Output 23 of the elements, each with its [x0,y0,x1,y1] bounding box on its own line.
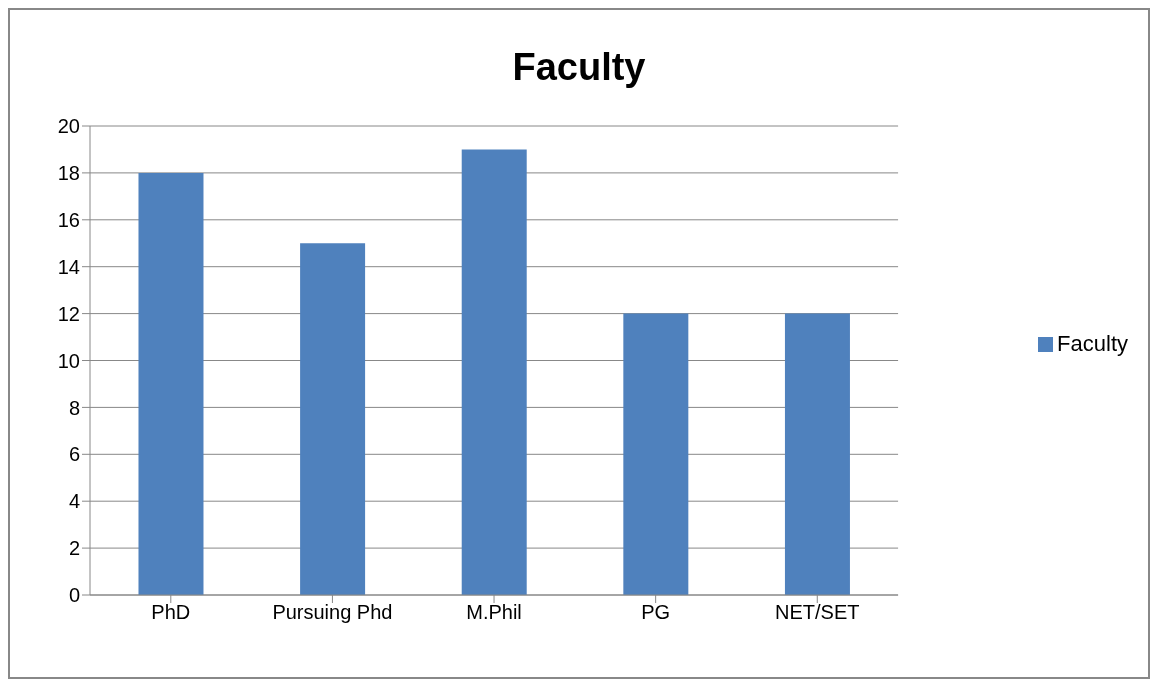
bar [461,149,527,595]
bar [300,243,366,595]
bar [623,313,689,595]
y-tick-label: 0 [68,584,80,607]
y-tick-label: 16 [57,208,80,231]
y-tick-label: 18 [57,162,80,184]
y-tick-label: 20 [57,115,80,138]
legend-label: Faculty [1057,330,1128,356]
y-tick-label: 10 [57,349,80,372]
y-tick-label: 14 [57,255,80,278]
y-tick-label: 8 [68,396,80,419]
x-tick-label: M.Phil [466,601,522,624]
x-tick-label: PG [641,601,671,624]
y-tick-label: 2 [68,537,80,560]
x-tick-label: PhD [151,601,191,624]
y-tick-label: 12 [57,302,80,325]
y-tick-label: 4 [68,490,80,513]
x-tick-label: Pursuing Phd [272,601,393,624]
bar [784,313,850,595]
y-tick-label: 6 [68,443,80,466]
x-tick-label: NET/SET [775,601,860,624]
chart-title: Faculty [511,46,647,89]
bar [138,172,204,595]
